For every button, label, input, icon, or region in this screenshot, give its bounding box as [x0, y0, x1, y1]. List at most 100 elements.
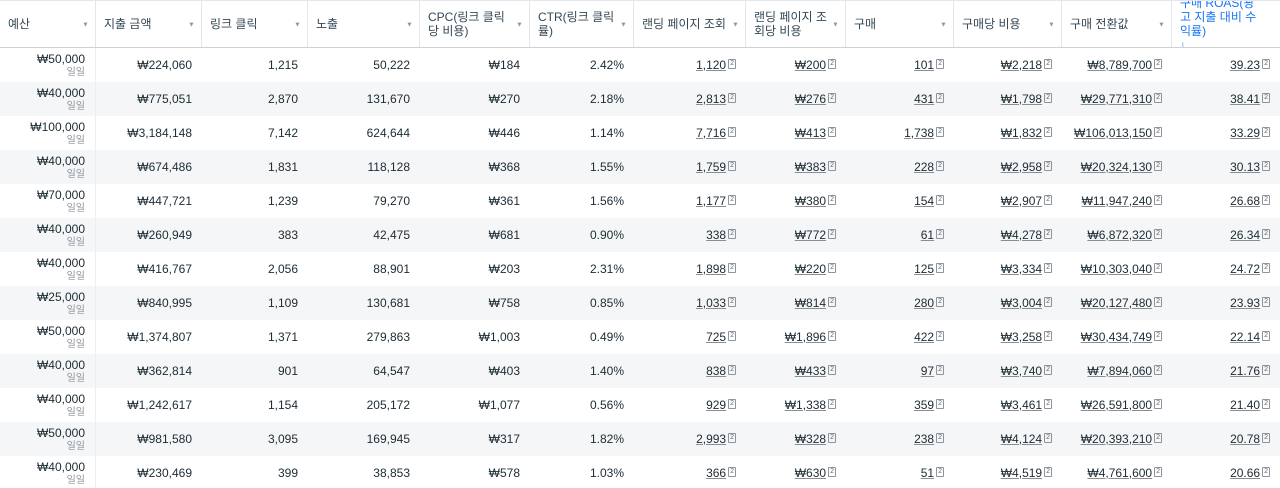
cell-value[interactable]: ₩20,324,130 2 — [1081, 160, 1162, 175]
metric-value-link[interactable]: ₩26,591,800 — [1080, 397, 1153, 412]
metric-value-link[interactable]: 366 — [706, 465, 727, 480]
sort-descending-icon[interactable]: ↓ — [1180, 38, 1186, 48]
cell-value[interactable]: ₩10,303,040 2 — [1081, 262, 1162, 277]
cell-value[interactable]: ₩1,832 2 — [1001, 126, 1052, 141]
cell-value[interactable]: 125 2 — [914, 262, 944, 277]
cell-value[interactable]: 1,177 2 — [696, 194, 736, 209]
column-header-purchases[interactable]: 구매 ▼ — [846, 1, 954, 47]
metric-value-link[interactable]: 1,759 — [696, 159, 727, 174]
cell-value[interactable]: ₩276 2 — [795, 92, 836, 107]
cell-value[interactable]: ₩8,789,700 2 — [1087, 58, 1162, 73]
metric-value-link[interactable]: 338 — [706, 227, 727, 242]
cell-value[interactable]: ₩4,278 2 — [1001, 228, 1052, 243]
cell-value[interactable]: 101 2 — [914, 58, 944, 73]
column-header-ctr[interactable]: CTR(링크 클릭률) ▼ — [530, 1, 634, 47]
column-menu-chevron-icon[interactable]: ▼ — [406, 20, 413, 28]
column-header-link_clicks[interactable]: 링크 클릭 ▼ — [202, 1, 308, 47]
metric-value-link[interactable]: ₩276 — [794, 91, 827, 106]
metric-value-link[interactable]: 2,993 — [696, 431, 727, 446]
metric-value-link[interactable]: 359 — [914, 397, 935, 412]
cell-value[interactable]: ₩1,338 2 — [785, 398, 836, 413]
metric-value-link[interactable]: 26.68 — [1230, 193, 1261, 208]
metric-value-link[interactable]: ₩772 — [794, 227, 827, 242]
cell-value[interactable]: 21.76 2 — [1230, 364, 1270, 379]
cell-value[interactable]: ₩7,894,060 2 — [1087, 364, 1162, 379]
cell-value[interactable]: ₩328 2 — [795, 432, 836, 447]
cell-value[interactable]: 1,120 2 — [696, 58, 736, 73]
metric-value-link[interactable]: ₩4,278 — [1000, 227, 1043, 242]
metric-value-link[interactable]: ₩6,872,320 — [1087, 227, 1153, 242]
table-row[interactable]: ₩50,000 일일 ₩224,060 1,215 50,222 ₩184 2.42% 1,1… — [0, 48, 1280, 82]
metric-value-link[interactable]: 7,716 — [696, 125, 727, 140]
metric-value-link[interactable]: 1,738 — [904, 125, 935, 140]
metric-value-link[interactable]: ₩1,832 — [1000, 125, 1043, 140]
metric-value-link[interactable]: 21.40 — [1230, 397, 1261, 412]
cell-value[interactable]: 366 2 — [706, 466, 736, 481]
metric-value-link[interactable]: ₩2,958 — [1000, 159, 1043, 174]
cell-value[interactable]: 422 2 — [914, 330, 944, 345]
cell-value[interactable]: ₩2,218 2 — [1001, 58, 1052, 73]
cell-value[interactable]: ₩3,740 2 — [1001, 364, 1052, 379]
cell-value[interactable]: 1,738 2 — [904, 126, 944, 141]
cell-value[interactable]: 33.29 2 — [1230, 126, 1270, 141]
metric-value-link[interactable]: ₩3,461 — [1000, 397, 1043, 412]
cell-value[interactable]: ₩2,907 2 — [1001, 194, 1052, 209]
cell-value[interactable]: 338 2 — [706, 228, 736, 243]
cell-value[interactable]: 2,813 2 — [696, 92, 736, 107]
metric-value-link[interactable]: 154 — [914, 193, 935, 208]
cell-value[interactable]: ₩26,591,800 2 — [1081, 398, 1162, 413]
metric-value-link[interactable]: ₩3,740 — [1000, 363, 1043, 378]
metric-value-link[interactable]: 838 — [706, 363, 727, 378]
cell-value[interactable]: 154 2 — [914, 194, 944, 209]
cell-value[interactable]: ₩20,127,480 2 — [1081, 296, 1162, 311]
cell-value[interactable]: 1,759 2 — [696, 160, 736, 175]
table-row[interactable]: ₩40,000 일일 ₩230,469 399 38,853 ₩578 1.03% 366 2 ₩… — [0, 456, 1280, 488]
cell-value[interactable]: ₩20,393,210 2 — [1081, 432, 1162, 447]
column-menu-chevron-icon[interactable]: ▼ — [1048, 20, 1055, 28]
column-header-cpc[interactable]: CPC(링크 클릭당 비용) ▼ — [420, 1, 530, 47]
column-header-purchase_value[interactable]: 구매 전환값 ▼ — [1062, 1, 1172, 47]
cell-value[interactable]: 725 2 — [706, 330, 736, 345]
metric-value-link[interactable]: 23.93 — [1230, 295, 1261, 310]
metric-value-link[interactable]: 929 — [706, 397, 727, 412]
column-menu-chevron-icon[interactable]: ▼ — [82, 20, 89, 28]
metric-value-link[interactable]: ₩3,258 — [1000, 329, 1043, 344]
metric-value-link[interactable]: ₩3,334 — [1000, 261, 1043, 276]
table-row[interactable]: ₩40,000 일일 ₩1,242,617 1,154 205,172 ₩1,077 0.5… — [0, 388, 1280, 422]
metric-value-link[interactable]: ₩630 — [794, 465, 827, 480]
cell-value[interactable]: ₩3,334 2 — [1001, 262, 1052, 277]
cell-value[interactable]: ₩1,798 2 — [1001, 92, 1052, 107]
metric-value-link[interactable]: ₩3,004 — [1000, 295, 1043, 310]
cell-value[interactable]: ₩433 2 — [795, 364, 836, 379]
metric-value-link[interactable]: 422 — [914, 329, 935, 344]
cell-value[interactable]: 21.40 2 — [1230, 398, 1270, 413]
cell-value[interactable]: 24.72 2 — [1230, 262, 1270, 277]
cell-value[interactable]: ₩4,761,600 2 — [1087, 466, 1162, 481]
cell-value[interactable]: 22.14 2 — [1230, 330, 1270, 345]
metric-value-link[interactable]: 26.34 — [1230, 227, 1261, 242]
cell-value[interactable]: ₩200 2 — [795, 58, 836, 73]
cell-value[interactable]: 359 2 — [914, 398, 944, 413]
cell-value[interactable]: ₩2,958 2 — [1001, 160, 1052, 175]
metric-value-link[interactable]: 2,813 — [696, 91, 727, 106]
cell-value[interactable]: ₩814 2 — [795, 296, 836, 311]
metric-value-link[interactable]: ₩433 — [794, 363, 827, 378]
metric-value-link[interactable]: 39.23 — [1230, 57, 1261, 72]
column-menu-chevron-icon[interactable]: ▼ — [732, 20, 739, 28]
cell-value[interactable]: ₩4,124 2 — [1001, 432, 1052, 447]
metric-value-link[interactable]: ₩2,907 — [1000, 193, 1043, 208]
cell-value[interactable]: 838 2 — [706, 364, 736, 379]
metric-value-link[interactable]: ₩1,338 — [784, 397, 827, 412]
metric-value-link[interactable]: ₩29,771,310 — [1080, 91, 1153, 106]
metric-value-link[interactable]: ₩413 — [794, 125, 827, 140]
metric-value-link[interactable]: 97 — [920, 363, 935, 378]
table-row[interactable]: ₩25,000 일일 ₩840,995 1,109 130,681 ₩758 0.85% 1,… — [0, 286, 1280, 320]
cell-value[interactable]: ₩220 2 — [795, 262, 836, 277]
column-menu-chevron-icon[interactable]: ▼ — [516, 20, 523, 28]
cell-value[interactable]: 61 2 — [921, 228, 944, 243]
table-row[interactable]: ₩40,000 일일 ₩416,767 2,056 88,901 ₩203 2.31% 1,8… — [0, 252, 1280, 286]
cell-value[interactable]: ₩3,461 2 — [1001, 398, 1052, 413]
column-header-budget[interactable]: 예산 ▼ — [0, 1, 96, 47]
cell-value[interactable]: ₩106,013,150 2 — [1074, 126, 1162, 141]
metric-value-link[interactable]: 51 — [920, 465, 935, 480]
